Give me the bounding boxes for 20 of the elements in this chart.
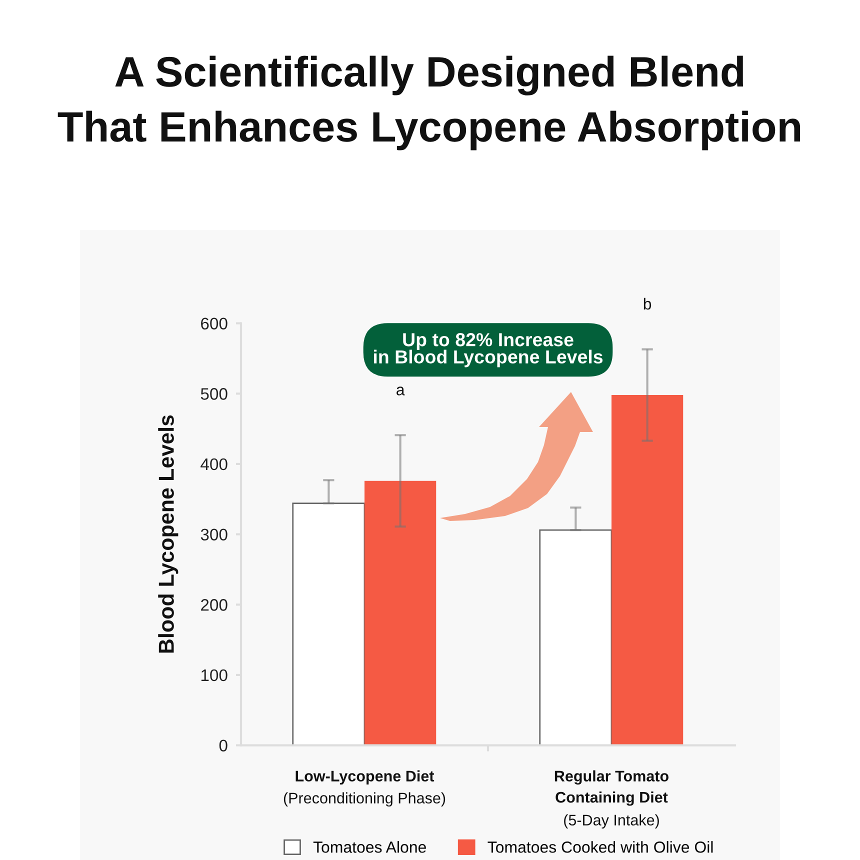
y-tick-label: 600: [201, 318, 228, 330]
legend-label: Tomatoes Alone: [313, 841, 426, 853]
bar: [364, 480, 436, 746]
y-tick-label: 400: [200, 458, 228, 470]
bar: [539, 529, 612, 746]
y-tick-label: 100: [201, 669, 228, 682]
text: b: [644, 298, 652, 310]
annotation: a: [396, 386, 405, 396]
x-tick-label: Regular Tomato Containing Diet (5-Day Intake): [554, 770, 668, 829]
x-tick-label: Low-Lycopene Diet (Preconditioning Phase): [284, 770, 446, 807]
y-tick-label: 500: [200, 388, 228, 400]
legend-label: Tomatoes Cooked with Olive Oil: [488, 841, 713, 853]
y-axis-title: Blood Lycopene Levels: [158, 415, 178, 653]
bar: [292, 502, 366, 746]
y-tick-label: 300: [200, 528, 228, 541]
annotation: Up to 82% Increase in Blood Lycopene Levels: [374, 333, 603, 368]
bar: [612, 395, 684, 746]
y-tick-label: 200: [201, 599, 228, 611]
y-tick-label: 0: [219, 740, 228, 752]
chart-title: A Scientifically Designed Blend That Enhances Lycopene Absorption: [58, 56, 800, 150]
